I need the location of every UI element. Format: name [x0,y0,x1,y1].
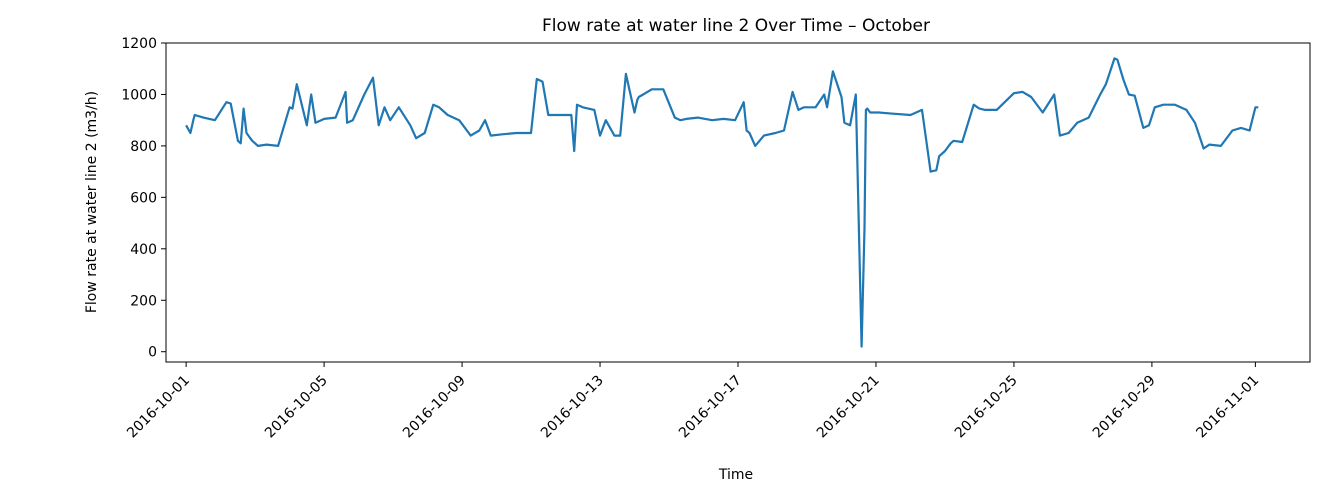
x-tick-label: 2016-10-25 [952,373,1021,442]
x-tick-label: 2016-10-17 [676,373,745,442]
x-tick-label: 2016-10-13 [538,373,607,442]
y-tick-label: 800 [130,139,157,155]
chart-title: Flow rate at water line 2 Over Time – Oc… [542,16,930,36]
y-tick-label: 0 [148,345,157,361]
x-tick-label: 2016-10-29 [1090,373,1159,442]
x-tick-label: 2016-10-21 [814,373,883,442]
series-line [185,57,1259,348]
x-tick-label: 2016-10-01 [124,373,193,442]
series-layer [185,57,1259,348]
y-tick-label: 200 [130,293,157,309]
x-tick-label: 2016-11-01 [1193,373,1262,442]
y-tick-label: 1200 [121,36,157,52]
y-tick-label: 400 [130,242,157,258]
x-tick-label: 2016-10-09 [400,373,469,442]
x-axis-title: Time [718,467,753,483]
plot-area-frame [165,42,1311,363]
x-tick-label: 2016-10-05 [262,373,331,442]
y-axis: 0 200 400 600 800 1000 1200 [121,36,166,361]
y-tick-label: 600 [130,190,157,206]
x-axis: 2016-10-01 2016-10-05 2016-10-09 2016-10-13… [124,362,1262,441]
y-axis-title: Flow rate at water line 2 (m3/h) [84,91,100,313]
y-tick-label: 1000 [121,87,157,103]
